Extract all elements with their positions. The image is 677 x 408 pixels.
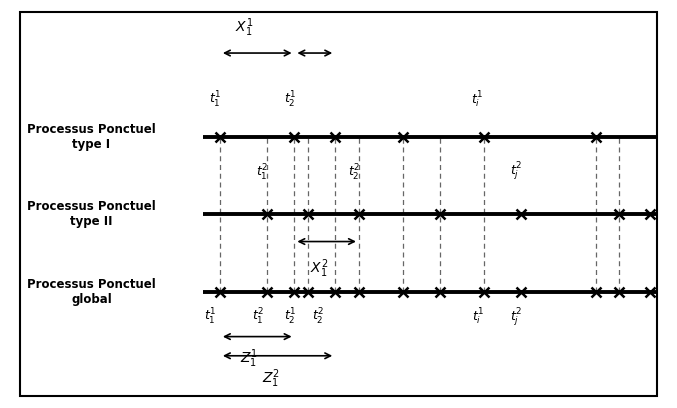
Text: $t_2^2$: $t_2^2$ [312, 307, 324, 327]
Text: $t_1^2$: $t_1^2$ [257, 163, 269, 183]
FancyBboxPatch shape [20, 12, 657, 396]
Text: $t_i^1$: $t_i^1$ [472, 307, 484, 327]
Text: $t_j^2$: $t_j^2$ [510, 161, 523, 183]
Text: $t_2^1$: $t_2^1$ [284, 90, 296, 110]
Text: $t_i^1$: $t_i^1$ [471, 90, 483, 110]
Text: $t_1^2$: $t_1^2$ [253, 307, 265, 327]
Text: $Z_1^2$: $Z_1^2$ [262, 367, 280, 390]
Text: Processus Ponctuel
type II: Processus Ponctuel type II [27, 200, 156, 228]
Text: Processus Ponctuel
type I: Processus Ponctuel type I [27, 123, 156, 151]
Text: $t_1^1$: $t_1^1$ [209, 90, 221, 110]
Text: $t_1^1$: $t_1^1$ [204, 307, 216, 327]
Text: $t_2^2$: $t_2^2$ [348, 163, 360, 183]
Text: Processus Ponctuel
global: Processus Ponctuel global [27, 278, 156, 306]
Text: $X_1^2$: $X_1^2$ [311, 257, 328, 279]
Text: $t_j^2$: $t_j^2$ [510, 307, 523, 329]
Text: $t_2^1$: $t_2^1$ [284, 307, 296, 327]
Text: $X_1^1$: $X_1^1$ [234, 16, 253, 39]
Text: $Z_1^1$: $Z_1^1$ [240, 348, 258, 370]
